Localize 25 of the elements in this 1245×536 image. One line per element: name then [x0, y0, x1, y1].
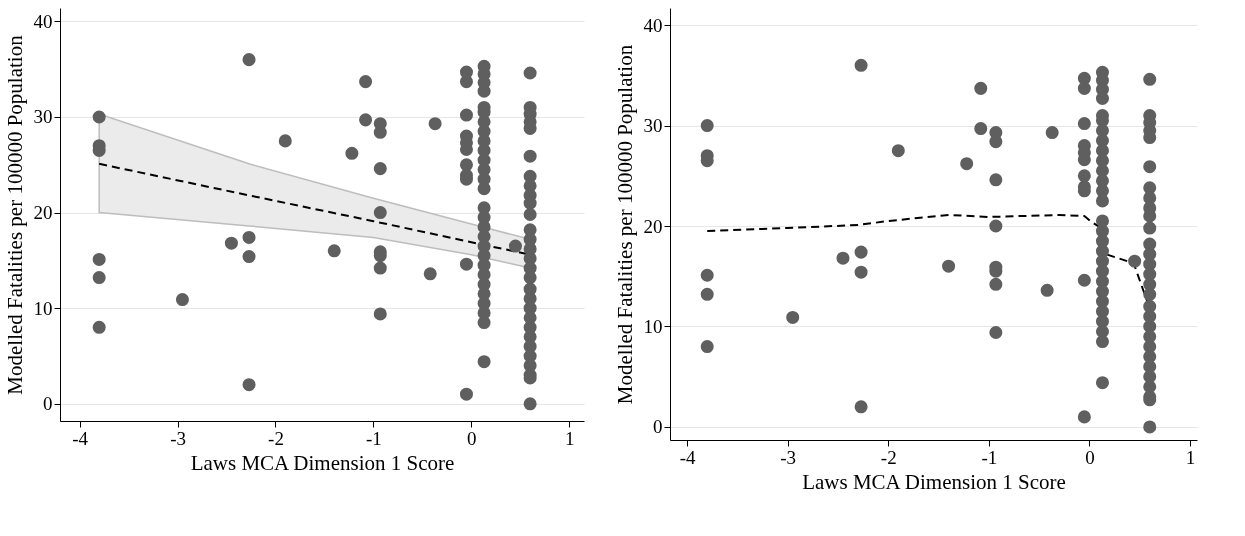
y-tick-label: 20 [33, 202, 53, 224]
x-tick-label: -1 [981, 446, 998, 468]
x-tick-label: 0 [1085, 446, 1095, 468]
x-tick-label: -3 [170, 427, 186, 449]
y-tick-label: 0 [43, 393, 53, 415]
y-tick-label: 40 [33, 10, 53, 32]
x-tick-label: -1 [366, 427, 382, 449]
x-tick-label: 0 [467, 427, 477, 449]
y-tick-label: 40 [643, 14, 663, 36]
x-tick-label: 1 [565, 427, 575, 449]
x-tick-label: -2 [880, 446, 897, 468]
x-tick-label: -4 [679, 446, 697, 468]
y-axis-title: Modelled Fatalities per 100000 Population [612, 44, 637, 405]
y-tick-label: 20 [643, 215, 663, 237]
x-axis-title: Laws MCA Dimension 1 Score [190, 450, 455, 475]
y-axis-title: Modelled Fatalities per 100000 Population [2, 34, 27, 395]
x-tick-label: 1 [1185, 446, 1196, 468]
x-tick-label: -4 [72, 427, 89, 449]
x-tick-label: -2 [268, 427, 284, 449]
y-tick-label: 30 [33, 106, 53, 128]
y-tick-label: 10 [643, 315, 663, 337]
y-tick-label: 30 [643, 115, 663, 137]
y-tick-label: 10 [33, 297, 53, 319]
x-axis-title: Laws MCA Dimension 1 Score [802, 469, 1066, 494]
x-tick-label: -3 [780, 446, 797, 468]
